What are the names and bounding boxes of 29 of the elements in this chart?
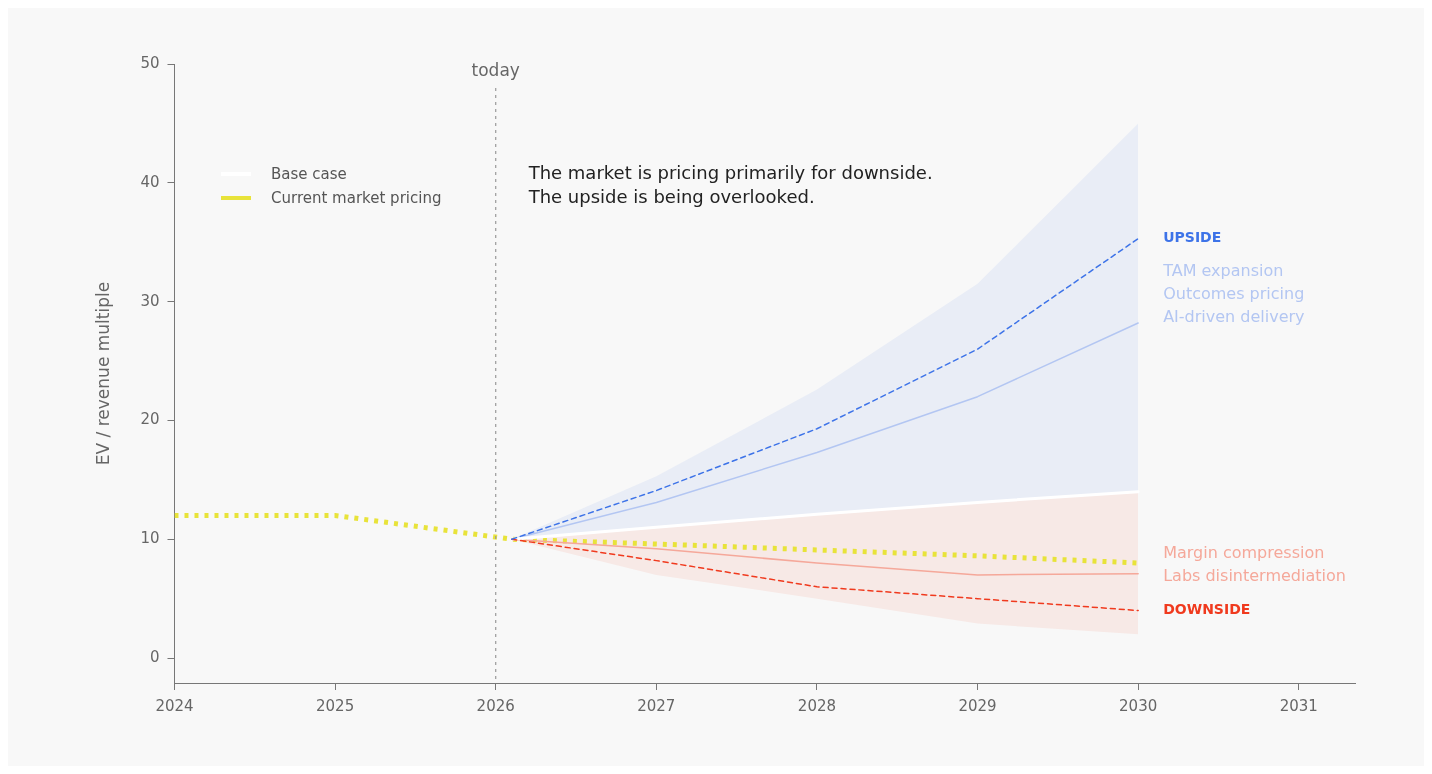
ref-line-label: today <box>471 59 520 80</box>
x-tick-label: 2028 <box>797 696 837 715</box>
x-tick-label: 2031 <box>1279 696 1318 715</box>
y-tick-label: 10 <box>140 529 160 548</box>
x-tick-label: 2026 <box>476 696 515 715</box>
annotation: Outcomes pricing <box>1163 283 1305 303</box>
y-axis-title: EV / revenue multiple <box>92 281 113 466</box>
x-tick-label: 2027 <box>637 696 676 715</box>
x-tick-label: 2030 <box>1119 696 1158 715</box>
annotation: The upside is being overlooked. <box>527 185 815 207</box>
annotation: Labs disintermediation <box>1163 565 1346 585</box>
y-tick-label: 30 <box>140 291 160 310</box>
legend-label: Current market pricing <box>271 189 442 207</box>
annotation: Margin compression <box>1163 542 1325 562</box>
y-tick-label: 20 <box>140 410 160 429</box>
y-tick-label: 0 <box>149 647 160 666</box>
line-series <box>511 538 1139 612</box>
series-label: DOWNSIDE <box>1163 601 1251 618</box>
annotation: AI-driven delivery <box>1163 306 1305 326</box>
x-tick-label: 2024 <box>155 696 194 715</box>
line-series <box>511 237 1139 540</box>
annotation: TAM expansion <box>1162 260 1284 280</box>
series-label: UPSIDE <box>1163 229 1222 246</box>
legend-label: Base case <box>271 165 347 183</box>
y-tick-label: 40 <box>140 172 160 191</box>
x-tick-label: 2029 <box>958 696 997 715</box>
y-tick-label: 50 <box>140 53 160 72</box>
x-tick-label: 2025 <box>316 696 355 715</box>
annotation: The market is pricing primarily for downside. <box>527 161 933 183</box>
